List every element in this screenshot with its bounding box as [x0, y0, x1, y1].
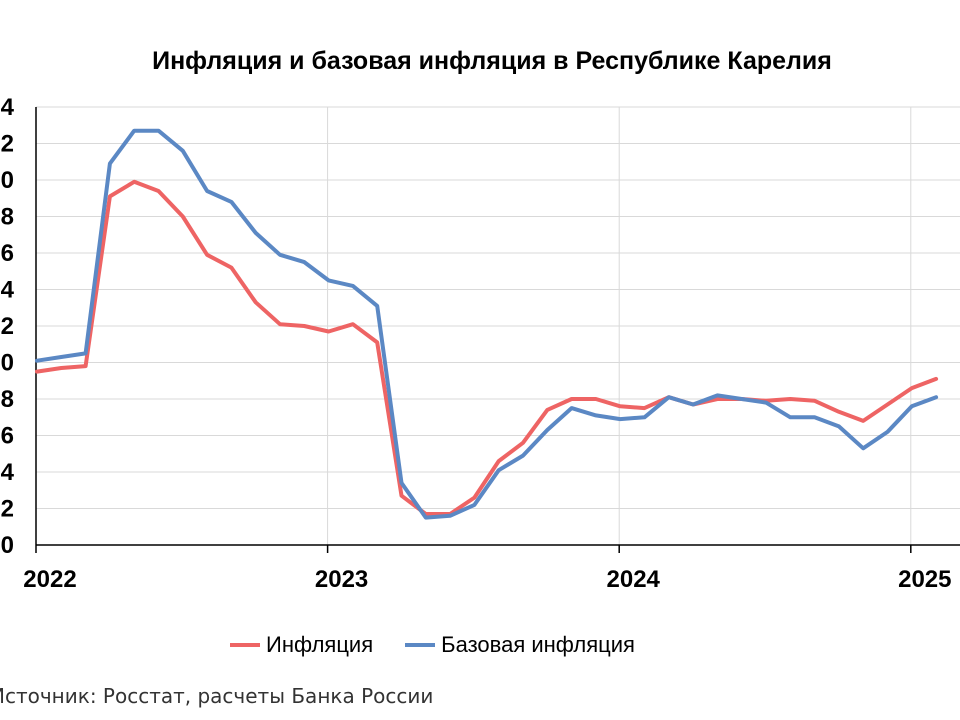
y-tick-label: 14 — [0, 277, 15, 304]
x-axis-ticks: 2022 2023 2024 2025 — [23, 566, 951, 593]
grid — [36, 106, 960, 545]
x-tick-label: 2023 — [315, 566, 368, 593]
legend: Инфляция Базовая инфляция — [230, 632, 667, 658]
series-lines — [35, 128, 939, 520]
legend-swatch-inflation — [230, 643, 260, 647]
y-tick-label: 10 — [0, 350, 14, 377]
y-tick-label: 12 — [0, 313, 14, 340]
y-tick-label: 16 — [0, 240, 14, 267]
series-line-core-inflation — [35, 128, 939, 520]
legend-swatch-core-inflation — [405, 643, 436, 647]
y-tick-label: 22 — [0, 131, 14, 158]
y-tick-label: 6 — [1, 423, 14, 450]
y-tick-label: 24 — [0, 94, 15, 121]
y-tick-label: 8 — [1, 386, 14, 413]
x-tick-label: 2024 — [607, 566, 661, 593]
legend-item-inflation: Инфляция — [230, 632, 373, 658]
legend-item-core-inflation: Базовая инфляция — [405, 632, 635, 658]
chart-title: Инфляция и базовая инфляция в Республике… — [152, 47, 832, 75]
y-tick-label: 4 — [1, 459, 15, 486]
y-axis-ticks: 024681012141618202224 — [0, 94, 15, 559]
x-tick-label: 2022 — [23, 566, 76, 593]
legend-label-core-inflation: Базовая инфляция — [441, 632, 635, 657]
y-tick-label: 0 — [1, 532, 14, 559]
axes — [35, 107, 960, 553]
legend-label-inflation: Инфляция — [266, 632, 374, 657]
y-tick-label: 18 — [0, 204, 14, 231]
y-tick-label: 20 — [0, 167, 14, 194]
series-line-inflation — [35, 179, 939, 516]
x-tick-label: 2025 — [898, 566, 951, 593]
y-tick-label: 2 — [1, 496, 14, 523]
source-note: Источник: Росстат, расчеты Банка России — [0, 684, 434, 708]
